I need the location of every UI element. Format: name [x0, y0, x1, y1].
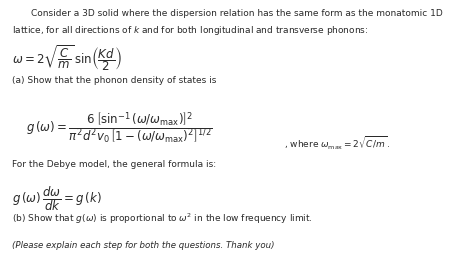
Text: Consider a 3D solid where the dispersion relation has the same form as the monat: Consider a 3D solid where the dispersion… [31, 9, 443, 18]
Text: lattice, for all directions of $k$ and for both longitudinal and transverse phon: lattice, for all directions of $k$ and f… [12, 24, 368, 37]
Text: (a) Show that the phonon density of states is: (a) Show that the phonon density of stat… [12, 76, 216, 85]
Text: $\omega = 2\sqrt{\dfrac{C}{m}}\,\sin\!\left(\dfrac{Kd}{2}\right)$: $\omega = 2\sqrt{\dfrac{C}{m}}\,\sin\!\l… [12, 43, 122, 73]
Text: (b) Show that $g(\omega)$ is proportional to $\omega^{2}$ in the low frequency l: (b) Show that $g(\omega)$ is proportiona… [12, 212, 313, 227]
Text: $g\,(\omega) = \dfrac{6\,\left[\sin^{-1}(\omega/\omega_{\mathrm{max}})\right]^{2: $g\,(\omega) = \dfrac{6\,\left[\sin^{-1}… [26, 110, 213, 146]
Text: $g\,(\omega)\,\dfrac{d\omega}{dk} = g\,(k)$: $g\,(\omega)\,\dfrac{d\omega}{dk} = g\,(… [12, 185, 102, 213]
Text: For the Debye model, the general formula is:: For the Debye model, the general formula… [12, 160, 216, 169]
Text: , where $\omega_{\mathrm{max}} = 2\sqrt{C/m}\,.$: , where $\omega_{\mathrm{max}} = 2\sqrt{… [284, 135, 391, 152]
Text: (Please explain each step for both the questions. Thank you): (Please explain each step for both the q… [12, 241, 274, 250]
